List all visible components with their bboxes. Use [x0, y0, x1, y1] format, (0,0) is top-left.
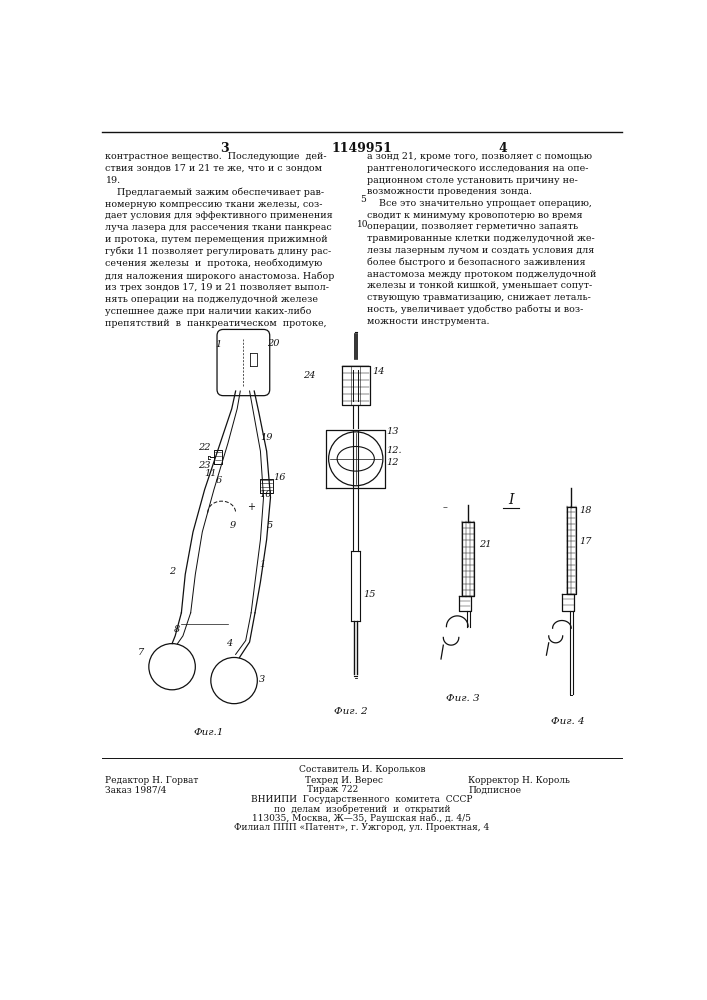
Text: 17: 17 [579, 536, 592, 546]
Text: 3: 3 [259, 675, 265, 684]
Text: 5: 5 [267, 521, 273, 530]
Text: 24: 24 [303, 371, 315, 380]
Text: Подписное: Подписное [468, 785, 521, 794]
Text: 22: 22 [199, 443, 211, 452]
Text: Корректор Н. Король: Корректор Н. Король [468, 776, 570, 785]
Text: по  делам  изобретений  и  открытий: по делам изобретений и открытий [274, 805, 450, 814]
Text: Филиал ППП «Патент», г. Ужгород, ул. Проектная, 4: Филиал ППП «Патент», г. Ужгород, ул. Про… [234, 823, 489, 832]
Text: 20: 20 [267, 339, 279, 348]
Text: Фиг. 4: Фиг. 4 [551, 717, 584, 726]
Text: 18: 18 [579, 506, 592, 515]
Text: 12.: 12. [387, 446, 402, 455]
Text: 5: 5 [360, 195, 366, 204]
Text: 4: 4 [498, 142, 508, 155]
Text: Техред И. Верес: Техред И. Верес [305, 776, 383, 785]
Text: 10: 10 [259, 490, 271, 499]
Text: ВНИИПИ  Государственного  комитета  СССР: ВНИИПИ Государственного комитета СССР [251, 795, 473, 804]
Text: 1: 1 [216, 340, 222, 349]
Text: 1149951: 1149951 [332, 142, 392, 155]
Text: Составитель И. Корольков: Составитель И. Корольков [298, 765, 425, 774]
Text: 4: 4 [226, 639, 233, 648]
Text: 19: 19 [260, 433, 273, 442]
Text: Фиг. 2: Фиг. 2 [334, 707, 367, 716]
Text: 12: 12 [387, 458, 399, 467]
Text: 3: 3 [220, 142, 228, 155]
Text: 23: 23 [199, 461, 211, 470]
Text: Фиг.1: Фиг.1 [193, 728, 223, 737]
Text: 113035, Москва, Ж—35, Раушская наб., д. 4/5: 113035, Москва, Ж—35, Раушская наб., д. … [252, 814, 472, 823]
Text: 1: 1 [259, 560, 265, 569]
Text: 15: 15 [363, 590, 376, 599]
Text: 6: 6 [216, 476, 222, 485]
Text: 16: 16 [273, 473, 286, 482]
Text: 10: 10 [357, 220, 368, 229]
Text: Заказ 1987/4: Заказ 1987/4 [105, 785, 167, 794]
Text: 14: 14 [373, 367, 385, 376]
Text: Редактор Н. Горват: Редактор Н. Горват [105, 776, 199, 785]
Text: 7: 7 [138, 648, 144, 657]
Text: контрастное вещество.  Последующие  дей-
ствия зондов 17 и 21 те же, что и с зон: контрастное вещество. Последующие дей- с… [105, 152, 335, 328]
Text: 9: 9 [229, 521, 235, 530]
Text: а зонд 21, кроме того, позволяет с помощью
рантгенологического исследования на о: а зонд 21, кроме того, позволяет с помощ… [368, 152, 597, 326]
Text: 11: 11 [204, 469, 217, 478]
Text: +: + [247, 502, 255, 512]
Text: 8: 8 [174, 625, 180, 634]
Text: Тираж 722: Тираж 722 [307, 785, 358, 794]
Text: 2: 2 [169, 567, 175, 576]
Text: –: – [443, 503, 448, 512]
Text: 21: 21 [479, 540, 491, 549]
Text: 13: 13 [387, 427, 399, 436]
Text: Фиг. 3: Фиг. 3 [446, 694, 479, 703]
Text: I: I [508, 493, 513, 507]
